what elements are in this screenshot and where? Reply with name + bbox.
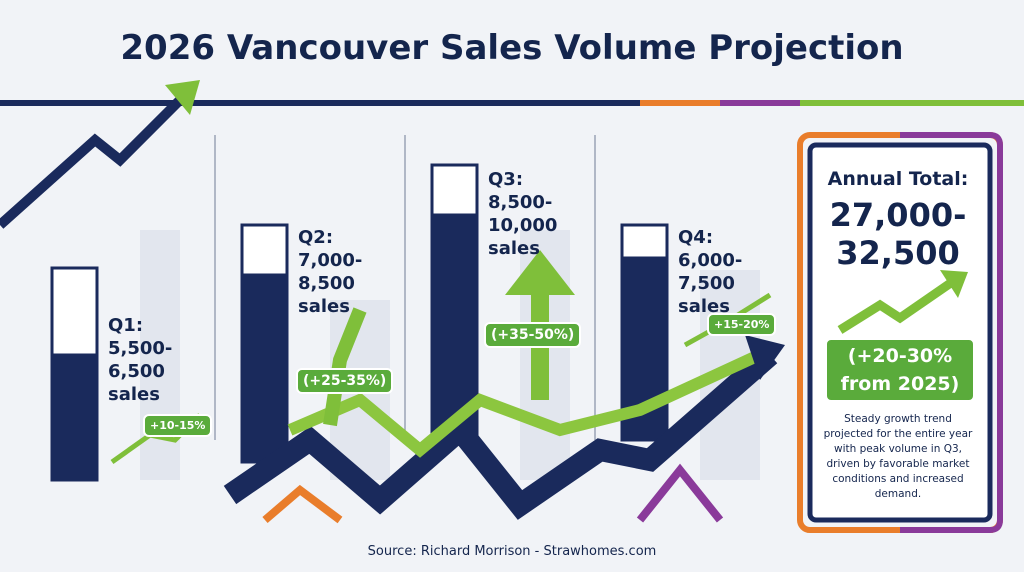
box-outer [900, 132, 1003, 533]
quarter-label: Q2: [298, 227, 334, 248]
accent [262, 484, 343, 524]
bars [50, 163, 669, 482]
arrow-head [165, 80, 200, 115]
quarter-line: 5,500- [108, 338, 173, 359]
annual-change: (+20-30% from 2025) [825, 338, 975, 402]
box-arrow [837, 276, 958, 334]
quarter-label: Q1: [108, 315, 144, 336]
description: Steady growth trend projected for the en… [823, 413, 973, 500]
quarter-label: Q3: [488, 169, 524, 190]
quarter-line: sales [108, 384, 160, 405]
quarter-change: +15-20% [707, 313, 777, 336]
annual-line: 27,000- [829, 196, 967, 234]
change-line: (+20-30% [847, 345, 953, 367]
arrow-head [940, 270, 968, 298]
change-line: from 2025) [840, 373, 960, 395]
quarter-label: Q4: [678, 227, 714, 248]
quarter-change: +10-15% [143, 414, 213, 437]
annual-label: Annual Total: [827, 168, 969, 190]
box-inner [807, 142, 993, 523]
quarter-line: 7,000- [298, 250, 363, 271]
bar-fill [50, 353, 99, 482]
quarter-line: 6,500 [108, 361, 165, 382]
accent [636, 463, 724, 523]
title: 2026 Vancouver Sales Volume Projection [120, 28, 904, 68]
quarter-line: sales [488, 238, 540, 259]
annual-line: 32,500 [836, 234, 960, 272]
trend-arrow [0, 91, 189, 229]
quarter-line: sales [678, 296, 730, 317]
quarter-change: (+25-35%) [296, 368, 394, 394]
arrow-head [745, 335, 785, 380]
arrow-head [505, 250, 575, 295]
small-arrow [323, 307, 367, 427]
bar-fill [240, 273, 289, 464]
dividers [214, 135, 596, 440]
source: Source: Richard Morrison - Strawhomes.co… [367, 544, 657, 559]
quarter-line: 10,000 [488, 215, 558, 236]
quarter-line: 7,500 [678, 273, 735, 294]
quarter-line: 8,500- [488, 192, 553, 213]
quarter-line: sales [298, 296, 350, 317]
wave-arrow [287, 344, 773, 458]
quarter-line: 8,500 [298, 273, 355, 294]
wave-arrow [223, 346, 778, 520]
quarter-change: (+35-50%) [484, 322, 582, 348]
quarter-line: 6,000- [678, 250, 743, 271]
